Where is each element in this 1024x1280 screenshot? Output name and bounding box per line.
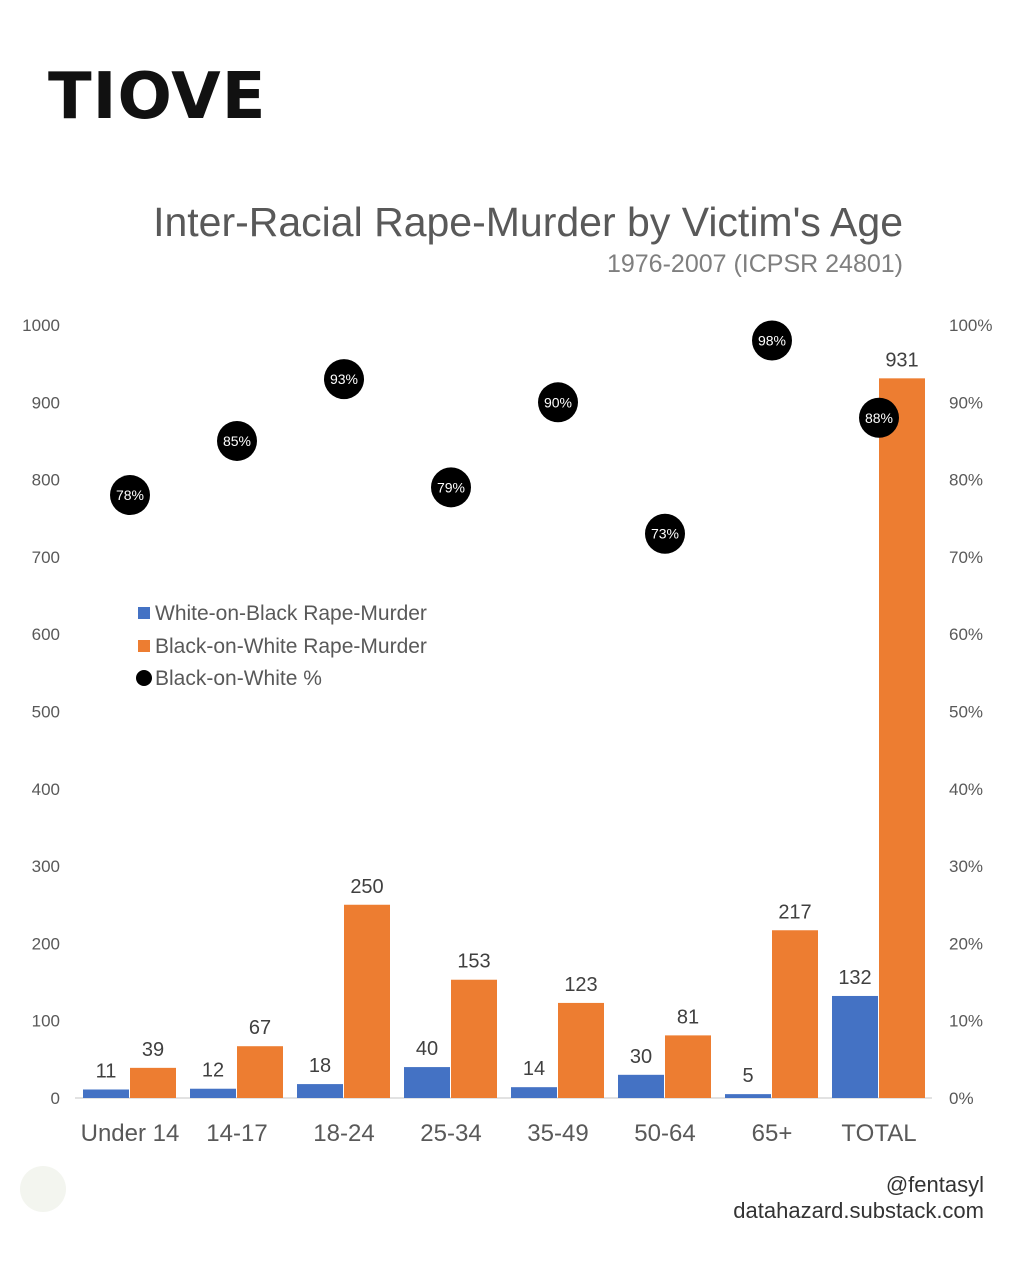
y-tick-label: 800 — [32, 471, 60, 490]
data-label-white-on-black: 14 — [523, 1058, 545, 1080]
percent-marker — [859, 397, 899, 438]
percent-markers: 78% 85% 93% 79% 90% 73% 98% 88% — [110, 320, 899, 554]
y2-tick-label: 60% — [949, 625, 983, 644]
data-label-black-on-white: 250 — [350, 876, 383, 898]
data-label-black-on-white: 67 — [249, 1017, 271, 1039]
author-handle: @fentasyl — [885, 1172, 984, 1197]
bar-white-on-black — [511, 1087, 557, 1098]
right-axis: 0% 10% 20% 30% 40% 50% 60% 70% 80% 90% 100% — [949, 316, 992, 1108]
chart-subtitle: 1976-2007 (ICPSR 24801) — [607, 250, 903, 278]
y2-tick-label: 90% — [949, 393, 983, 412]
percent-marker — [752, 320, 792, 361]
bar-white-on-black — [725, 1094, 771, 1098]
data-label-black-on-white: 153 — [457, 951, 490, 973]
x-axis-labels: Under 14 14-17 18-24 25-34 35-49 50-64 65+ TOTA… — [81, 1120, 917, 1147]
legend-label-white-on-black: White-on-Black Rape-Murder — [155, 602, 427, 625]
y-tick-label: 600 — [32, 625, 60, 644]
legend-swatch-black-on-white — [138, 640, 150, 652]
data-label-black-on-white: 217 — [778, 901, 811, 923]
x-tick-label: 18-24 — [313, 1120, 374, 1147]
y-tick-label: 100 — [32, 1012, 60, 1031]
y2-tick-label: 70% — [949, 548, 983, 567]
x-tick-label: Under 14 — [81, 1120, 180, 1147]
x-tick-label: 35-49 — [527, 1120, 588, 1147]
percent-marker — [538, 382, 578, 423]
data-label-white-on-black: 132 — [838, 967, 871, 989]
percent-marker-label: 88% — [865, 410, 893, 426]
y-tick-label: 0 — [51, 1089, 60, 1108]
bars: 11 39 12 67 18 250 40 153 14 123 30 81 5 217 132 931 — [83, 349, 925, 1098]
data-label-black-on-white: 123 — [564, 974, 597, 996]
x-tick-label: 14-17 — [206, 1120, 267, 1147]
percent-marker — [110, 475, 150, 516]
percent-marker — [645, 513, 685, 554]
y-tick-label: 300 — [32, 857, 60, 876]
x-tick-label: 65+ — [752, 1120, 793, 1147]
y2-tick-label: 80% — [949, 471, 983, 490]
bar-black-on-white — [879, 378, 925, 1098]
percent-marker-label: 98% — [758, 332, 786, 348]
y-tick-label: 1000 — [22, 316, 60, 335]
y-tick-label: 700 — [32, 548, 60, 567]
bar-white-on-black — [190, 1088, 236, 1098]
percent-marker — [431, 467, 471, 508]
bar-black-on-white — [772, 930, 818, 1098]
data-label-white-on-black: 5 — [742, 1065, 753, 1087]
bar-black-on-white — [558, 1002, 604, 1098]
bar-white-on-black — [297, 1084, 343, 1098]
y2-tick-label: 100% — [949, 316, 992, 335]
legend: White-on-Black Rape-Murder Black-on-White… — [136, 602, 427, 690]
bar-white-on-black — [83, 1089, 129, 1098]
data-label-black-on-white: 931 — [885, 349, 918, 371]
bar-white-on-black — [832, 995, 878, 1098]
y2-tick-label: 0% — [949, 1089, 974, 1108]
bar-black-on-white — [344, 904, 390, 1098]
percent-marker — [217, 420, 257, 461]
data-label-white-on-black: 18 — [309, 1055, 331, 1077]
percent-marker-label: 90% — [544, 394, 572, 410]
percent-marker-label: 73% — [651, 526, 679, 542]
percent-marker-label: 79% — [437, 479, 465, 495]
data-label-black-on-white: 81 — [677, 1006, 699, 1028]
legend-marker-percent — [136, 670, 152, 686]
legend-swatch-white-on-black — [138, 607, 150, 619]
y-tick-label: 200 — [32, 934, 60, 953]
bar-white-on-black — [618, 1074, 664, 1098]
y2-tick-label: 30% — [949, 857, 983, 876]
source-site: datahazard.substack.com — [733, 1198, 984, 1223]
x-tick-label: 50-64 — [634, 1120, 695, 1147]
watermark-badge — [20, 1166, 66, 1212]
left-axis: 0 100 200 300 400 500 600 700 800 900 1000 — [22, 316, 60, 1108]
y2-tick-label: 10% — [949, 1012, 983, 1031]
brand-logo: TIOVE — [48, 60, 267, 134]
y-tick-label: 500 — [32, 703, 60, 722]
chart-title: Inter-Racial Rape-Murder by Victim's Age — [153, 199, 903, 245]
y-tick-label: 400 — [32, 780, 60, 799]
y-tick-label: 900 — [32, 393, 60, 412]
x-tick-label: 25-34 — [420, 1120, 481, 1147]
x-tick-label: TOTAL — [841, 1120, 916, 1147]
data-label-white-on-black: 12 — [202, 1060, 224, 1082]
data-label-black-on-white: 39 — [142, 1039, 164, 1061]
percent-marker — [324, 359, 364, 400]
y2-tick-label: 20% — [949, 934, 983, 953]
y2-tick-label: 40% — [949, 780, 983, 799]
data-label-white-on-black: 30 — [630, 1046, 652, 1068]
data-label-white-on-black: 11 — [96, 1060, 117, 1082]
bar-black-on-white — [237, 1046, 283, 1098]
legend-label-black-on-white: Black-on-White Rape-Murder — [155, 635, 427, 658]
bar-black-on-white — [451, 979, 497, 1098]
y2-tick-label: 50% — [949, 703, 983, 722]
bar-white-on-black — [404, 1067, 450, 1098]
bar-black-on-white — [130, 1067, 176, 1098]
data-label-white-on-black: 40 — [416, 1038, 438, 1060]
legend-label-percent: Black-on-White % — [155, 667, 322, 690]
percent-marker-label: 78% — [116, 487, 144, 503]
percent-marker-label: 93% — [330, 371, 358, 387]
percent-marker-label: 85% — [223, 433, 251, 449]
bar-black-on-white — [665, 1035, 711, 1098]
